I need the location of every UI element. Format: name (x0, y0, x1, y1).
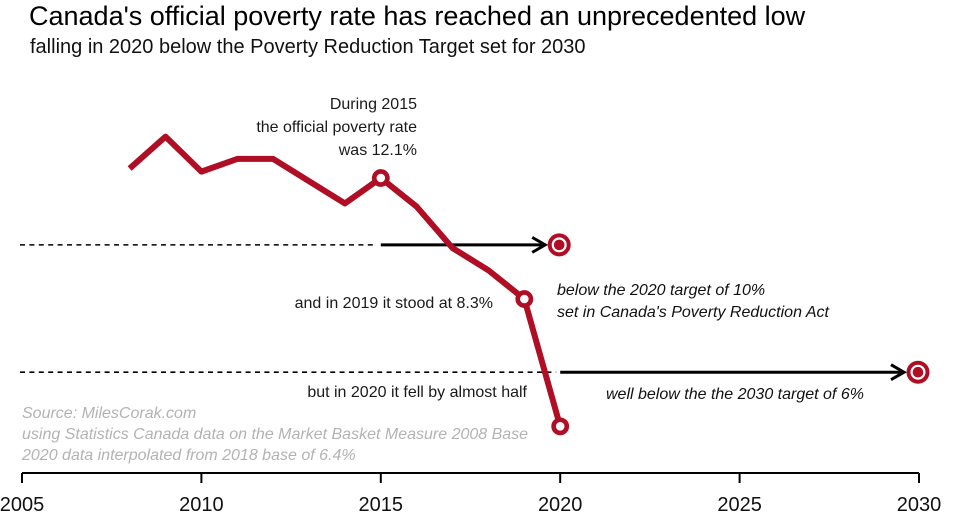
annotation-2015: During 2015 the official poverty rate wa… (256, 93, 417, 162)
annotation-2015-line2: the official poverty rate (256, 119, 417, 136)
chart-title: Canada's official poverty rate has reach… (29, 1, 806, 31)
x-tick-label-2030: 2030 (897, 494, 942, 516)
marker-2015 (371, 169, 390, 187)
annotation-2020: but in 2020 it fell by almost half (307, 384, 527, 401)
bullseye-center-10pct (553, 239, 565, 251)
source-line1: Source: MilesCorak.com (22, 405, 197, 422)
source-note: Source: MilesCorak.com using Statistics … (22, 403, 528, 466)
annotation-2019: and in 2019 it stood at 8.3% (294, 295, 493, 312)
bullseye-ring-10pct (547, 233, 571, 257)
source-line3: 2020 data interpolated from 2018 base of… (22, 447, 356, 464)
x-tick-label-2015: 2015 (359, 494, 404, 516)
annotation-target-2020-line1: below the 2020 target of 10% (557, 282, 766, 299)
poverty-rate-line (127, 133, 564, 428)
bullseye-center-6pct (912, 366, 924, 378)
x-tick-label-2025: 2025 (717, 494, 762, 516)
target-arrowhead-10pct (531, 236, 549, 254)
chart-subtitle: falling in 2020 below the Poverty Reduct… (30, 36, 586, 58)
annotation-target-2020: below the 2020 target of 10% set in Cana… (557, 280, 829, 324)
annotation-2015-line3: was 12.1% (338, 142, 417, 159)
annotation-2015-line1: During 2015 (329, 96, 417, 113)
bullseye-ring-6pct (906, 360, 930, 384)
x-tick-label-2010: 2010 (179, 494, 224, 516)
marker-2020 (551, 417, 570, 436)
source-line2: using Statistics Canada data on the Mark… (22, 426, 529, 443)
annotation-target-2030: well below the the 2030 target of 6% (606, 386, 864, 403)
x-tick-label-2005: 2005 (0, 494, 44, 516)
marker-2019 (515, 290, 534, 308)
target-arrowhead-6pct (890, 363, 908, 382)
x-tick-label-2020: 2020 (538, 494, 583, 516)
annotation-target-2020-line2: set in Canada's Poverty Reduction Act (557, 304, 829, 321)
